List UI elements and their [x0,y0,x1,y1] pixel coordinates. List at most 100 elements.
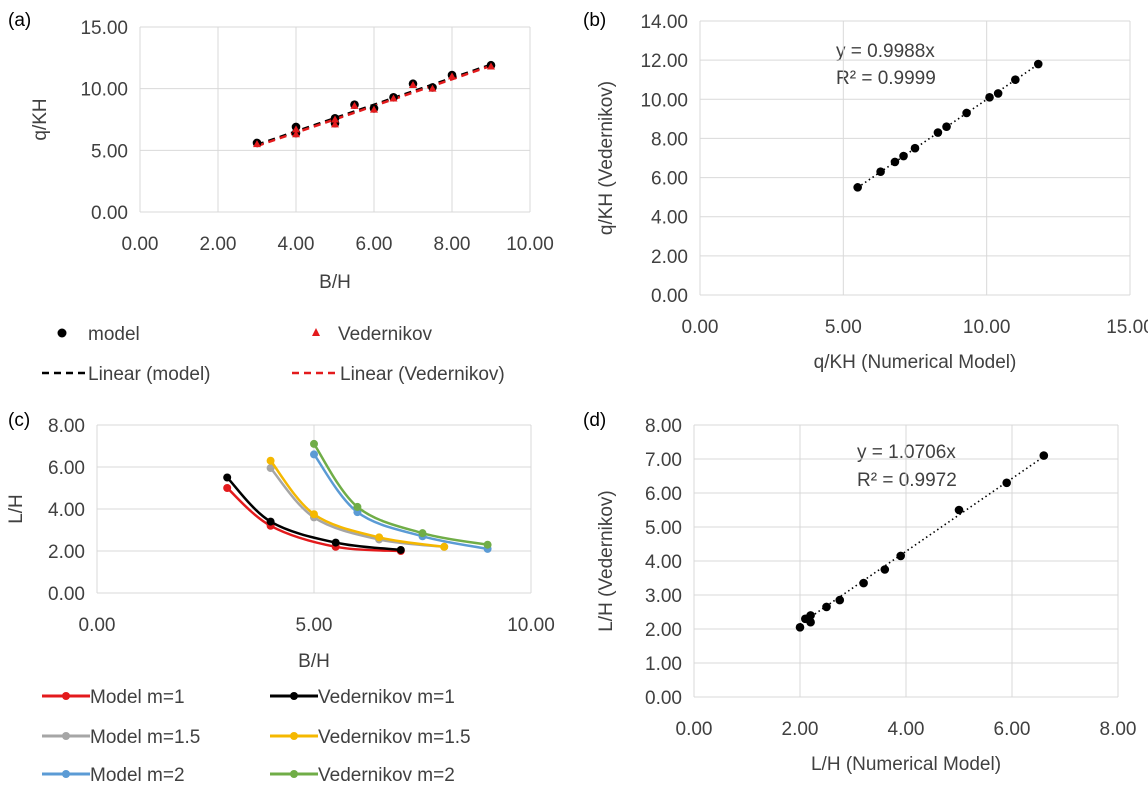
legend-a: model Vedernikov Linear (model) Linear (… [42,324,505,385]
x-tick-label: 15.00 [1106,317,1148,338]
x-tick-label: 0.00 [122,234,159,255]
data-point [910,143,920,153]
data-point [890,157,900,167]
legend-c-vedernikov-m1-marker [290,692,298,700]
y-tick-label: 4.00 [651,208,688,229]
y-axis-title: q/KH [30,98,51,140]
legend-c-model-m2-marker [62,770,70,778]
data-point [409,80,417,88]
x-tick-label: 8.00 [1100,719,1137,740]
data-point [310,510,318,519]
x-axis-title: L/H (Numerical Model) [811,754,1001,775]
data-point [942,122,951,131]
x-tick-label: 0.00 [676,719,713,740]
x-tick-label: 5.00 [296,615,333,636]
legend-a-linear-model-label: Linear (model) [88,364,211,385]
data-point [487,62,495,70]
x-tick-label: 4.00 [888,719,925,740]
data-point [795,623,805,632]
data-point [353,502,362,511]
legend-c-vedernikov-m2-marker [290,770,298,778]
y-tick-label: 8.00 [48,416,85,437]
data-point [292,130,300,138]
y-tick-label: 10.00 [80,80,128,101]
y-tick-label: 3.00 [645,586,682,607]
y-tick-label: 6.00 [645,484,682,505]
x-tick-label: 5.00 [825,317,862,338]
x-tick-label: 6.00 [356,234,393,255]
legend-a-vedernikov-marker [312,328,320,336]
panel-label-a: (a) [8,10,31,31]
data-point [448,72,456,80]
y-axis-title: L/H [6,494,27,524]
legend-c-model-m15-label: Model m=1.5 [90,727,200,748]
panel-label-d: (d) [583,410,606,431]
data-point [331,115,339,123]
x-tick-label: 8.00 [434,234,471,255]
y-tick-label: 14.00 [640,12,688,33]
legend-c-vedernikov-m1-label: Vedernikov m=1 [318,687,455,708]
data-point [962,108,971,118]
data-point [896,551,905,561]
data-point [223,473,232,482]
data-point [993,89,1003,98]
legend-c-model-m1-marker [62,692,70,700]
x-tick-label: 0.00 [79,615,116,636]
x-axis-title: B/H [319,272,351,293]
y-tick-label: 5.00 [91,141,128,162]
x-tick-label: 10.00 [507,615,555,636]
data-point [822,602,831,612]
data-point [310,450,318,459]
panel-label-c: (c) [8,410,30,431]
x-tick-label: 6.00 [994,719,1031,740]
y-tick-label: 2.00 [645,620,682,641]
data-point [389,94,398,102]
data-point [859,578,868,588]
data-point [1033,59,1043,69]
data-point [350,101,359,109]
series-line [312,443,488,546]
x-tick-label: 2.00 [200,234,237,255]
data-point [876,167,885,176]
data-point [933,128,943,137]
data-point [483,540,492,549]
legend-c: Model m=1 Vedernikov m=1 Model m=1.5 Ved… [42,687,471,785]
data-point [440,542,449,551]
y-tick-label: 0.00 [645,688,682,709]
data-point [806,617,815,627]
data-point [370,105,378,113]
y-tick-label: 10.00 [640,90,688,111]
y-tick-label: 6.00 [48,458,85,479]
series-line [269,459,445,549]
y-tick-label: 5.00 [645,518,682,539]
series-line [226,476,401,552]
y-tick-label: 2.00 [48,542,85,563]
y-tick-label: 4.00 [48,500,85,521]
y-tick-label: 12.00 [640,51,688,72]
data-point [266,517,275,526]
data-point [266,464,275,473]
x-tick-label: 10.00 [963,317,1011,338]
legend-c-vedernikov-m15-marker [290,732,298,740]
legend-c-model-m1-label: Model m=1 [90,687,185,708]
legend-c-vedernikov-m15-label: Vedernikov m=1.5 [318,727,471,748]
chart-d: 0.00 2.00 4.00 6.00 8.00 0.00 1.00 2.00 3.00 4.00… [596,416,1136,775]
data-point [880,565,890,574]
data-point [899,151,908,161]
x-tick-label: 0.00 [682,317,719,338]
data-point [396,545,405,554]
series-line [312,453,488,551]
legend-a-vedernikov-label: Vedernikov [338,324,433,345]
y-tick-label: 8.00 [651,129,688,150]
data-point [985,93,994,102]
data-point [375,533,384,542]
chart-a: 0.00 2.00 4.00 6.00 8.00 10.00 0.00 5.00 10.00 15… [30,18,554,293]
y-tick-label: 8.00 [645,416,682,437]
y-tick-label: 15.00 [80,18,128,39]
y-tick-label: 4.00 [645,552,682,573]
data-point [310,439,318,448]
data-point [418,529,427,538]
legend-a-model-marker [57,328,67,338]
data-point [253,140,261,148]
y-tick-label: 6.00 [651,169,688,190]
